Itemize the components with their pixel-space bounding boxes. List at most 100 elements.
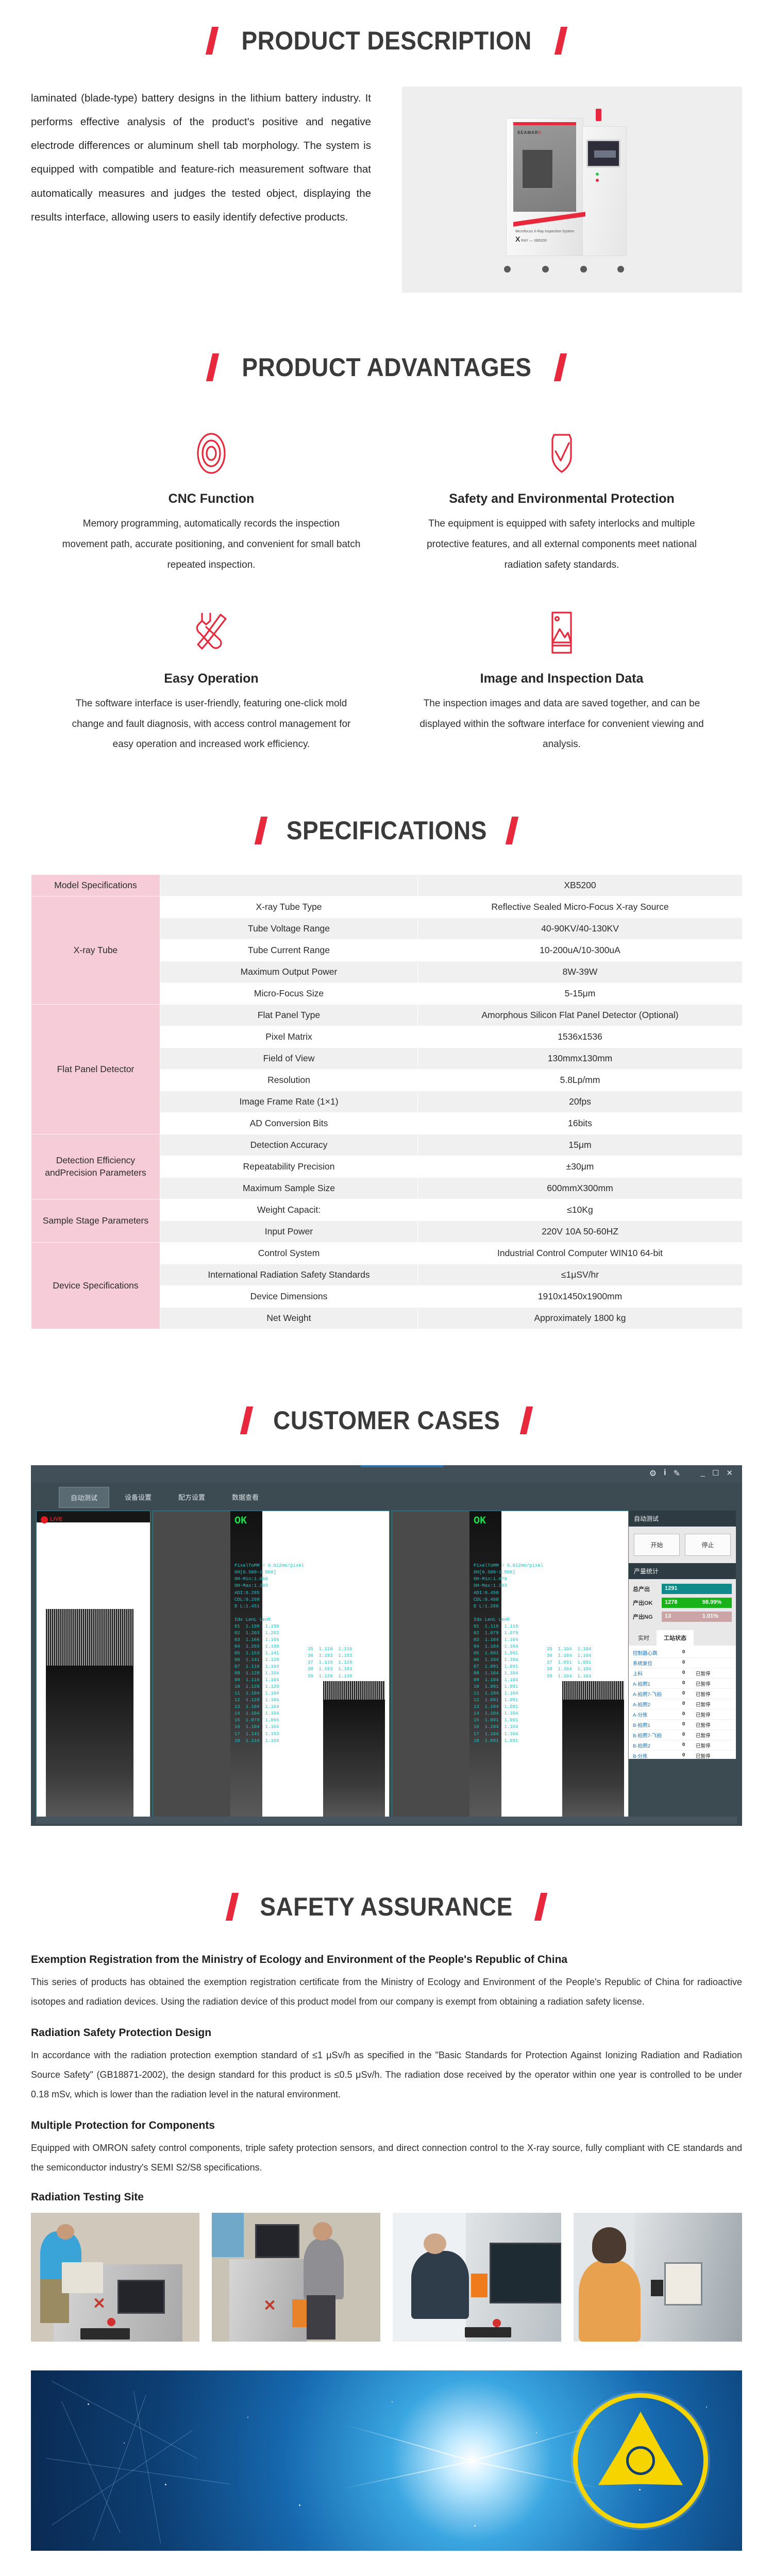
table-row: Input Power 220V 10A 50-60HZ	[31, 1221, 743, 1243]
measurement-pane-b[interactable]: OK PixelToMM = 0.012mm/pixel OH[0.500~1.…	[392, 1511, 629, 1820]
spec-key-cell	[160, 874, 418, 897]
operator-head	[424, 2233, 446, 2254]
xray-top-band	[37, 1511, 150, 1523]
right-panel-tab[interactable]: 工站状态	[657, 1630, 694, 1646]
spec-key-cell: Tube Voltage Range	[160, 918, 418, 940]
titlebar-tool-icons: ⚙ i ✎	[649, 1468, 680, 1479]
x-warning-mark-icon: ✕	[263, 2297, 277, 2314]
software-tab[interactable]: 自动测试	[59, 1487, 110, 1509]
safety-block2-title: Radiation Safety Protection Design	[31, 2027, 212, 2039]
spacer-bottom	[0, 2551, 773, 2571]
brand-logo-accent: K	[538, 130, 542, 135]
product-photo: SEAMARK Microfocus X-Ray Inspection Syst…	[402, 87, 742, 293]
list-item[interactable]: 系统复位 0	[631, 1658, 734, 1669]
section-heading-safety: SAFETY ASSURANCE	[0, 1893, 773, 1921]
xray-cabinet-illustration: SEAMARK Microfocus X-Ray Inspection Syst…	[495, 105, 649, 275]
stat-row: 产出OK 1278 98.99%	[633, 1597, 732, 1608]
stat-row: 产出NG 13 1.01%	[633, 1611, 732, 1622]
production-stats: 总产出 1291 产出OK 1278 98.99% 产出NG 13 1.01%	[629, 1579, 736, 1631]
stop-button[interactable]: 停止	[685, 1534, 731, 1556]
list-item[interactable]: A-拍照1 0 已暂停	[631, 1679, 734, 1689]
wrench-screwdriver-icon	[61, 606, 362, 660]
spec-key-cell: Resolution	[160, 1069, 418, 1092]
lead-glass-window	[664, 2262, 702, 2306]
station-count: 0	[682, 1741, 685, 1748]
station-name: B-分拣	[633, 1753, 648, 1759]
software-tab[interactable]: 设备设置	[125, 1494, 152, 1502]
list-item[interactable]: 控制器心跳 0	[631, 1648, 734, 1658]
station-status: 已暂停	[696, 1702, 711, 1708]
table-row: Flat Panel Detector Flat Panel Type Amorph…	[31, 1004, 743, 1135]
stat-percent: 98.99%	[702, 1599, 722, 1606]
maximize-button[interactable]: ☐	[712, 1469, 719, 1478]
advantage-card-safety: Safety and Environmental Protection The …	[386, 427, 737, 575]
station-status: 已暂停	[696, 1681, 711, 1687]
star-speck	[536, 2432, 537, 2433]
live-preview-pane[interactable]: LIVE	[36, 1511, 150, 1820]
table-row: Maximum Output Power 8W-39W	[31, 961, 743, 984]
list-item[interactable]: 上料 0 已暂停	[631, 1668, 734, 1679]
safety-block3-title: Multiple Protection for Components	[31, 2120, 215, 2132]
pen-icon[interactable]: ✎	[673, 1469, 680, 1479]
table-row: International Radiation Safety Standards…	[31, 1264, 743, 1286]
engineer-head	[592, 2227, 626, 2263]
measurement-pane-a[interactable]: OK PixelToMM = 0.012mm/pixel OH[0.500~1.…	[153, 1511, 390, 1820]
list-item[interactable]: B-拍照2 0 已暂停	[631, 1740, 734, 1751]
gear-icon[interactable]: ⚙	[649, 1469, 657, 1479]
list-item[interactable]: A-拍照2 0 已暂停	[631, 1699, 734, 1710]
table-row: Repeatability Precision ±30μm	[31, 1156, 743, 1178]
start-button[interactable]: 开始	[634, 1534, 680, 1556]
station-count: 0	[682, 1690, 685, 1696]
software-tab[interactable]: 配方设置	[178, 1494, 206, 1502]
description-block: laminated (blade-type) battery designs i…	[0, 87, 773, 293]
section-heading-description: PRODUCT DESCRIPTION	[0, 27, 773, 55]
station-count: 0	[682, 1659, 685, 1665]
measurement-metadata: PixelToMM = 0.012mm/pixel OH[0.500~1.500…	[474, 1563, 544, 1743]
spec-value-cell: 20fps	[417, 1091, 743, 1113]
list-item[interactable]: B-拍照7-飞拍 0 已暂停	[631, 1730, 734, 1741]
spec-value-cell: 16bits	[417, 1112, 743, 1135]
window-opening	[62, 2262, 103, 2293]
software-tab[interactable]: 数据查看	[232, 1494, 259, 1502]
info-icon[interactable]: i	[664, 1468, 666, 1478]
star-speck	[247, 2416, 248, 2418]
station-status-list[interactable]: 控制器心跳 0 系统复位 0 上料 0 已暂停 A-拍照1 0 已暂停 A-拍照7-飞拍 0 已暂停 A-…	[629, 1646, 736, 1759]
spec-group-cell: Detection Efficiency andPrecision Parame…	[31, 1134, 160, 1200]
stat-value: 13	[665, 1613, 671, 1620]
spec-value-cell: 220V 10A 50-60HZ	[417, 1221, 743, 1243]
stat-label: 总产出	[633, 1586, 650, 1593]
list-item[interactable]: A-拍照7-飞拍 0 已暂停	[631, 1689, 734, 1700]
section-heading-specifications: SPECIFICATIONS	[0, 816, 773, 845]
nameplate-x: X	[515, 234, 520, 243]
specifications-title: SPECIFICATIONS	[286, 816, 487, 845]
spec-group-cell: Device Specifications	[31, 1242, 160, 1330]
list-item[interactable]: B-分拣 0 已暂停	[631, 1751, 734, 1759]
table-row: Sample Stage Parameters Weight Capacit: ≤1…	[31, 1199, 743, 1243]
spec-group-cell: Sample Stage Parameters	[31, 1199, 160, 1243]
keyboard	[80, 2328, 130, 2340]
list-item[interactable]: B-拍照1 0 已暂停	[631, 1720, 734, 1731]
spacer	[0, 755, 773, 817]
radiation-testing-site-photos: ✕ ✕	[31, 2212, 742, 2342]
live-label: LIVE	[50, 1516, 63, 1523]
safety-title: SAFETY ASSURANCE	[260, 1892, 513, 1922]
slash-left-icon	[206, 353, 219, 381]
minimize-button[interactable]: _	[700, 1468, 705, 1478]
close-button[interactable]: ✕	[726, 1469, 733, 1478]
titlebar-progress	[361, 1465, 443, 1468]
world-map-poster	[212, 2212, 244, 2257]
star-speck	[88, 2403, 89, 2405]
status-light-green	[596, 173, 599, 176]
nameplate-model: XB5200	[533, 239, 547, 243]
spec-key-cell: AD Conversion Bits	[160, 1112, 418, 1135]
table-row: Device Specifications Control System Indus…	[31, 1242, 743, 1330]
spacer	[0, 1329, 773, 1406]
image-picture-icon	[411, 606, 712, 660]
star-speck	[392, 2401, 393, 2402]
list-item[interactable]: A-分拣 0 已暂停	[631, 1709, 734, 1720]
stat-bar: 1278 98.99%	[662, 1598, 732, 1608]
table-row: X-ray Tube X-ray Tube Type Reflective Seal…	[31, 896, 743, 1005]
stat-label: 产出OK	[633, 1600, 653, 1607]
table-row: Image Frame Rate (1×1) 20fps	[31, 1091, 743, 1113]
right-panel-tab[interactable]: 实时	[638, 1635, 649, 1642]
